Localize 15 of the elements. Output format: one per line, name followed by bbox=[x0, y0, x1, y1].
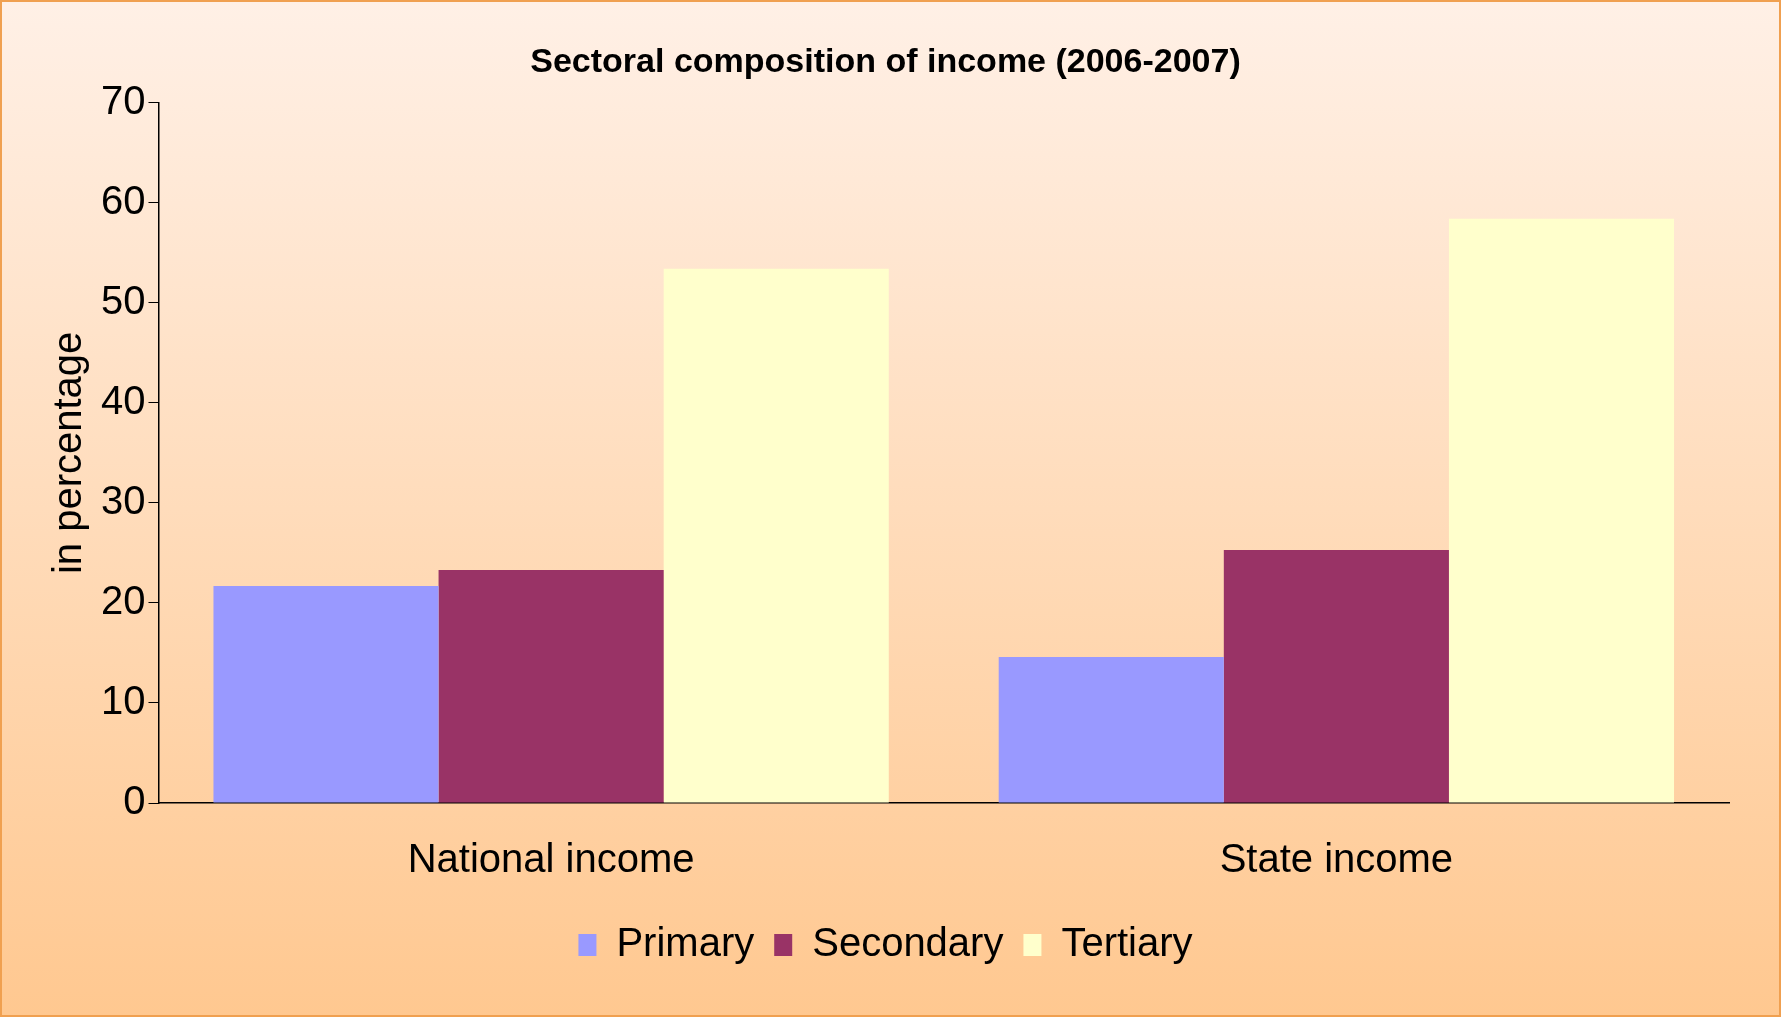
y-tick-label: 20 bbox=[100, 577, 146, 622]
y-tick-label: 60 bbox=[100, 177, 146, 222]
y-tick-label: 0 bbox=[123, 778, 146, 823]
legend-label: Primary bbox=[616, 920, 755, 965]
x-tick-label: State income bbox=[1219, 836, 1454, 881]
y-tick-label: 40 bbox=[100, 377, 146, 422]
y-tick-label: 30 bbox=[100, 477, 146, 522]
legend-label: Secondary bbox=[812, 920, 1004, 965]
y-tick-label: 70 bbox=[100, 77, 146, 122]
y-tick-label: 50 bbox=[100, 277, 146, 322]
y-tick-label: 10 bbox=[100, 678, 146, 722]
y-axis-title: in percentage bbox=[45, 331, 90, 575]
legend-label: Tertiary bbox=[1061, 920, 1193, 965]
chart-title: Sectoral composition of income (2006-2007) bbox=[530, 40, 1241, 79]
x-tick-label: National income bbox=[407, 836, 695, 881]
